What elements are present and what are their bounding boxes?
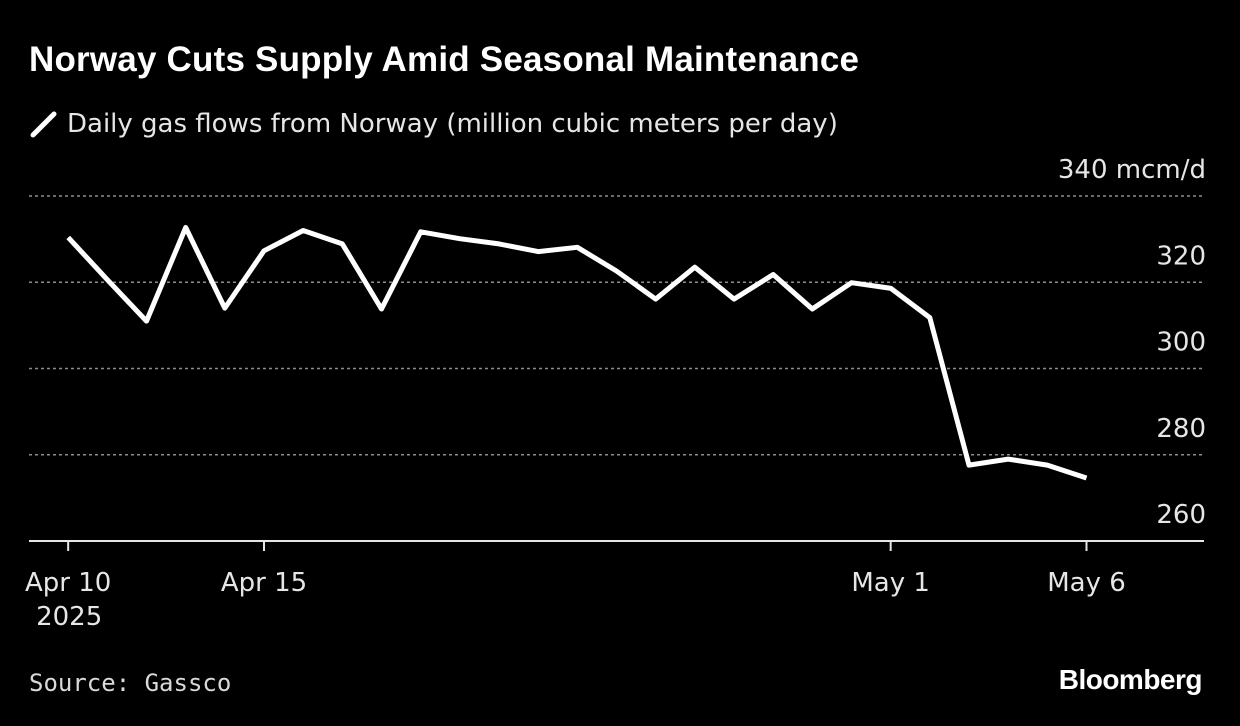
y-tick-label: 340 mcm/d [1058,155,1206,185]
x-tick-label: May 1 [851,568,930,598]
x-tick-sublabel: 2025 [36,602,102,632]
x-tick-label: Apr 10 [25,568,111,598]
x-tick-label: Apr 15 [221,568,307,598]
y-tick-label: 260 [1156,500,1206,530]
x-axis-labels: Apr 10 2025 Apr 15 May 1 May 6 [25,568,1126,632]
x-axis [29,540,1204,551]
legend-label: Daily gas flows from Norway (million cub… [67,109,838,139]
y-tick-label: 300 [1156,328,1206,358]
series-line [66,225,1088,481]
source-note: Source: Gassco [29,669,232,697]
gridlines [29,195,1204,456]
legend-line-swatch-icon [30,111,57,138]
series-layer [66,225,1088,481]
chart-legend: Daily gas flows from Norway (million cub… [29,106,838,142]
x-tick-label: May 6 [1047,568,1126,598]
chart-title: Norway Cuts Supply Amid Seasonal Mainten… [29,40,860,79]
y-tick-label: 280 [1156,414,1206,444]
y-axis-labels: 260 280 300 320 340 mcm/d [1058,155,1206,530]
bloomberg-logo: Bloomberg [1058,664,1203,695]
y-tick-label: 320 [1156,241,1206,271]
